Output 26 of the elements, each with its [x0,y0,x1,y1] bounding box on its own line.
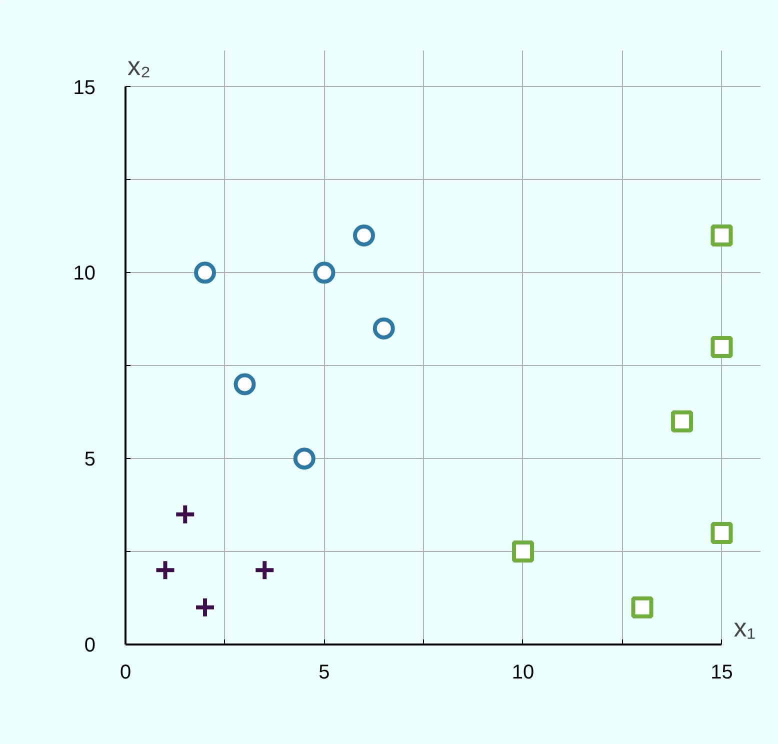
point [710,336,733,358]
point [154,559,176,582]
point [670,410,693,432]
x-axis-title: x₁ [734,612,756,642]
point [710,522,733,544]
point [194,262,216,284]
point [313,262,336,284]
point [234,373,256,396]
y-axis-title: x₂ [128,50,151,81]
point [254,559,276,582]
y-tick-label: 10 [73,262,96,285]
point [293,448,316,470]
x-tick-label: 10 [512,662,534,684]
point [353,224,375,246]
point [194,596,216,618]
point [710,224,733,246]
y-tick-label: 0 [84,634,96,656]
point [631,596,654,618]
x-tick-label: 5 [318,662,330,684]
y-tick-label: 5 [84,448,96,471]
y-tick-label: 15 [73,76,96,99]
point [174,503,196,526]
x-tick-label: 15 [710,662,733,684]
point [372,317,395,340]
x-tick-label: 0 [120,662,132,684]
point [512,540,534,563]
